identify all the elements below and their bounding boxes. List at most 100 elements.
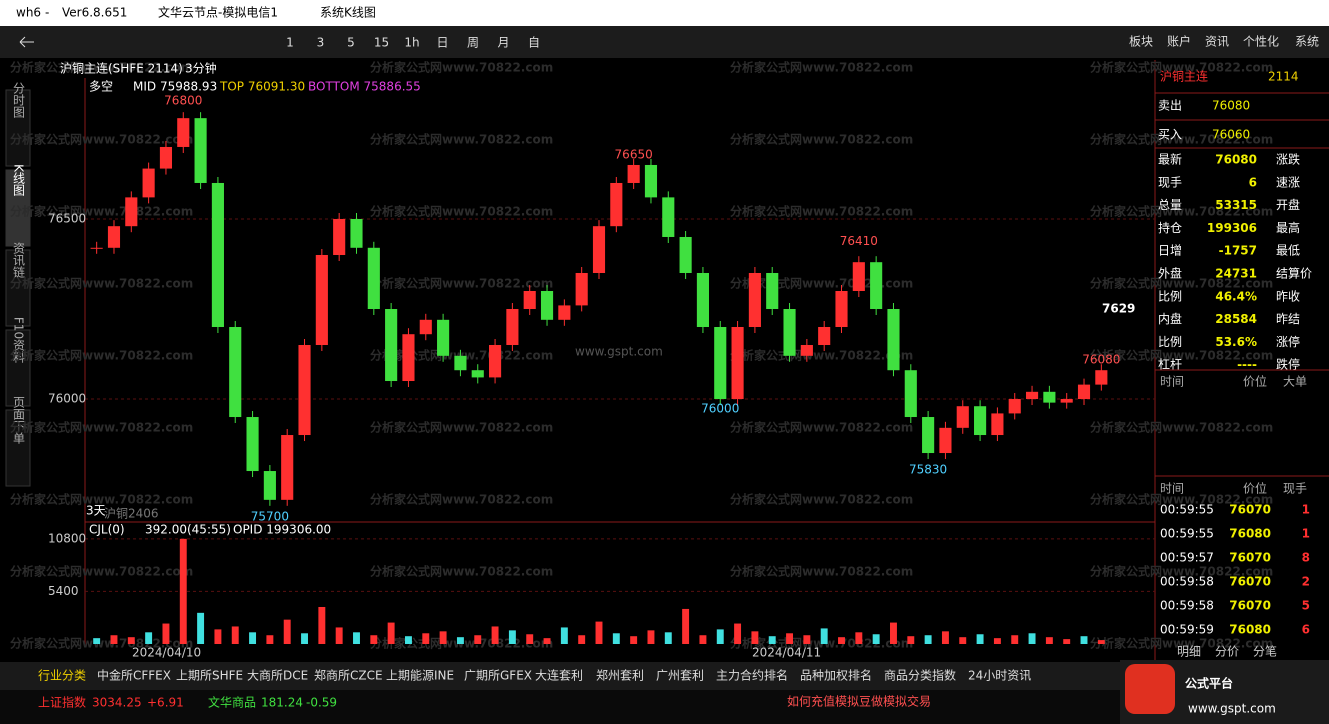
candle — [540, 290, 554, 320]
bottom-tab[interactable]: 主力合约排名 — [716, 668, 788, 683]
side-tab[interactable] — [5, 89, 31, 167]
period-button[interactable]: 自 — [528, 36, 540, 50]
menu-item[interactable]: 账户 — [1167, 34, 1191, 49]
watermark: 分析家公式网www.70822.com — [1090, 132, 1273, 147]
candle — [592, 226, 606, 273]
price-annotation: 76410 — [840, 234, 878, 248]
bottom-tab[interactable]: 广期所GFEX — [464, 669, 532, 683]
bottom-tab[interactable]: 大连套利 — [535, 668, 583, 683]
volume-bar — [1063, 639, 1071, 644]
volume-bar — [301, 633, 308, 644]
watermark: 分析家公式网www.70822.com — [730, 60, 913, 75]
note: 沪铜2406 — [104, 506, 159, 521]
watermark: 分析家公式网www.70822.com — [730, 492, 913, 507]
volume-bar — [456, 637, 464, 644]
indicator-bottom: BOTTOM 75886.55 — [308, 80, 421, 94]
volume-bar — [716, 629, 724, 644]
quote-value: 199306 — [1207, 221, 1257, 235]
watermark: 分析家公式网www.70822.com — [1090, 492, 1273, 507]
volume-bar — [214, 629, 222, 644]
candle — [523, 290, 536, 310]
panel-tab[interactable]: 明细 — [1177, 645, 1201, 659]
candle — [1025, 391, 1039, 400]
x-label: 2024/04/11 — [752, 646, 821, 660]
trade-price: 76070 — [1229, 503, 1271, 517]
watermark: 分析家公式网www.70822.com — [370, 204, 553, 219]
watermark: 分析家公式网www.70822.com — [1090, 348, 1273, 363]
period[interactable]: 3分钟 — [185, 61, 217, 76]
candle — [1008, 399, 1021, 414]
candle — [714, 327, 727, 400]
candle — [766, 272, 779, 310]
volume-bar — [543, 638, 551, 644]
volume-bar — [249, 632, 257, 644]
quote-value: 24731 — [1215, 267, 1257, 281]
period-button[interactable]: 月 — [497, 36, 509, 50]
side-tab[interactable] — [5, 329, 31, 407]
period-button[interactable]: 1h — [404, 36, 419, 50]
bottom-tab[interactable]: 商品分类指数 — [884, 668, 956, 683]
period-button[interactable]: 15 — [374, 36, 389, 50]
volume-bar — [422, 633, 430, 644]
bottom-tab[interactable]: 郑州套利 — [596, 668, 644, 683]
back-icon[interactable] — [19, 36, 34, 48]
watermark: 分析家公式网www.70822.com — [1090, 564, 1273, 579]
bottom-tab[interactable]: 大商所DCE — [247, 668, 308, 683]
trade-price: 76080 — [1229, 623, 1271, 637]
volume-bar — [353, 632, 360, 644]
candle — [835, 290, 848, 328]
buy-label: 买入 — [1158, 128, 1182, 142]
volume-bar — [1045, 637, 1053, 644]
panel-tab[interactable]: 分价 — [1215, 645, 1239, 659]
side-tab[interactable] — [5, 249, 31, 327]
period-button[interactable]: 1 — [286, 36, 294, 50]
bottom-tab[interactable]: 行业分类 — [38, 669, 86, 683]
note: 3天 — [86, 504, 106, 518]
volume-bar — [526, 634, 534, 644]
period-button[interactable]: 周 — [467, 36, 479, 50]
bottom-tab[interactable]: 上期所SHFE — [176, 669, 243, 683]
menu-item[interactable]: 个性化 — [1243, 35, 1279, 49]
candle — [783, 309, 796, 356]
volume-bar — [127, 637, 135, 644]
price-annotation: 75700 — [251, 510, 289, 524]
menu-item[interactable]: 系统 — [1295, 35, 1319, 49]
volume-bar — [578, 635, 586, 644]
quote-label: 外盘 — [1158, 266, 1182, 281]
quote-label: 最高 — [1276, 220, 1300, 235]
volume-bar — [682, 608, 690, 644]
y-tick-label: 5400 — [48, 584, 79, 598]
menu-item[interactable]: 板块 — [1129, 35, 1153, 49]
candle — [194, 118, 207, 183]
watermark: 分析家公式网www.70822.com — [370, 492, 553, 507]
candle — [1095, 370, 1108, 385]
bottom-tab[interactable]: 郑商所CZCE — [314, 668, 383, 683]
volume-bar — [491, 626, 499, 644]
watermark: 分析家公式网www.70822.com — [10, 420, 193, 435]
quote-label: 开盘 — [1276, 197, 1300, 212]
watermark: 分析家公式网www.70822.com — [1090, 276, 1273, 291]
watermark: 分析家公式网www.70822.com — [370, 132, 553, 147]
menu-item[interactable]: 资讯 — [1205, 35, 1229, 49]
quote-label: 总量 — [1158, 198, 1182, 212]
bottom-tab[interactable]: 品种加权排名 — [800, 668, 872, 683]
bottom-tab[interactable]: 中金所CFFEX — [97, 668, 171, 683]
side-tab[interactable] — [5, 409, 31, 487]
panel-tab[interactable]: 分笔 — [1253, 644, 1277, 659]
period-button[interactable]: 日 — [436, 36, 448, 50]
price-annotation: 76080 — [1082, 353, 1120, 367]
bottom-tab[interactable]: 上期能源INE — [386, 669, 454, 683]
trade-qty: 8 — [1302, 551, 1310, 565]
candle — [142, 168, 155, 198]
index-value: 181.24 — [261, 696, 303, 710]
candle — [800, 345, 813, 356]
quote-code: 2114 — [1268, 70, 1299, 84]
promo-link[interactable]: 如何充值模拟豆做模拟交易 — [787, 694, 931, 709]
trade-qty: 1 — [1302, 527, 1310, 541]
bottom-tab[interactable]: 24小时资讯 — [968, 669, 1031, 683]
side-tab[interactable] — [5, 169, 31, 247]
bottom-tab[interactable]: 广州套利 — [656, 669, 704, 683]
bottom-tabs — [0, 662, 1329, 690]
period-button[interactable]: 5 — [347, 36, 355, 50]
period-button[interactable]: 3 — [317, 36, 325, 50]
